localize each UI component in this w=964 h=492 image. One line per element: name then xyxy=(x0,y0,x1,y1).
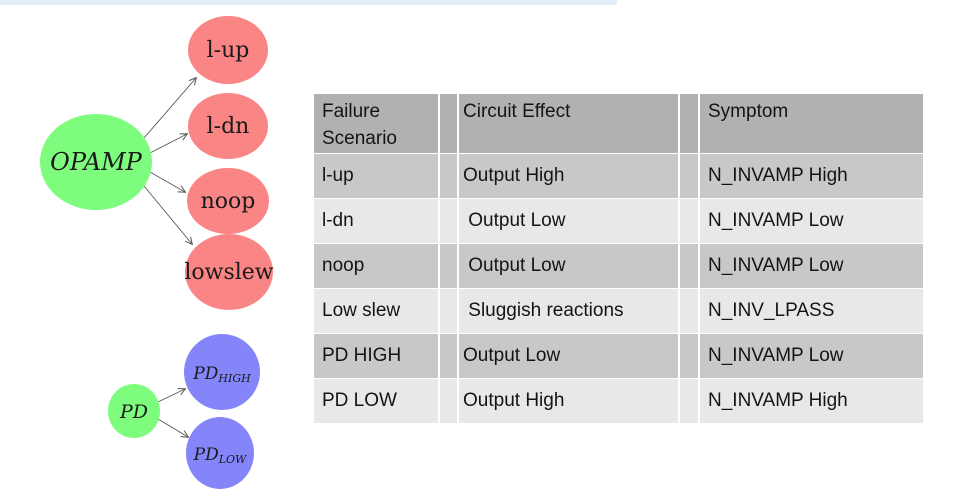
cell-effect: Output High xyxy=(459,154,678,198)
header-symptom: Symptom xyxy=(700,94,923,153)
cell-scenario: Low slew xyxy=(314,289,438,333)
cell-effect: Output Low xyxy=(459,334,678,378)
header-spacer-1 xyxy=(440,94,457,153)
node-ldn: l-dn xyxy=(188,93,268,159)
node-pdlow: PDLOW xyxy=(186,417,254,489)
cell-spacer xyxy=(440,379,457,423)
cell-spacer xyxy=(440,289,457,333)
cell-spacer xyxy=(680,199,698,243)
arrow-opamp-lup xyxy=(143,78,196,139)
node-pd-label: PD xyxy=(119,401,148,423)
node-ldn-label: l-dn xyxy=(207,114,250,139)
cell-spacer xyxy=(680,334,698,378)
failure-scenario-table: Failure Scenario Circuit Effect Symptom … xyxy=(314,94,923,423)
cell-scenario: l-up xyxy=(314,154,438,198)
arrow-opamp-lowslew xyxy=(143,185,192,244)
cell-spacer xyxy=(680,289,698,333)
cell-symptom: N_INVAMP High xyxy=(700,154,923,198)
arrow-opamp-ldn xyxy=(149,134,187,154)
cell-symptom: N_INVAMP Low xyxy=(700,199,923,243)
cell-scenario: PD LOW xyxy=(314,379,438,423)
node-noop: noop xyxy=(187,168,269,234)
cell-symptom: N_INVAMP Low xyxy=(700,334,923,378)
arrow-opamp-noop xyxy=(149,171,185,192)
cell-spacer xyxy=(680,379,698,423)
header-failure-scenario: Failure Scenario xyxy=(314,94,438,153)
node-pdhigh-label: PDHIGH xyxy=(192,364,251,385)
pd-tree-edges xyxy=(157,389,188,437)
node-pd: PD xyxy=(108,384,160,438)
cell-effect: Sluggish reactions xyxy=(459,289,678,333)
failure-tree-diagram: OPAMP l-up l-dn noop lowslew PD PDHIGH xyxy=(40,16,274,489)
node-opamp-label: OPAMP xyxy=(50,148,143,176)
cell-effect: Output Low xyxy=(459,199,678,243)
node-opamp: OPAMP xyxy=(40,114,152,210)
cell-spacer xyxy=(680,154,698,198)
cell-spacer xyxy=(440,244,457,288)
top-accent-bar xyxy=(0,0,617,5)
arrow-pd-pdhigh xyxy=(157,389,185,403)
header-circuit-effect: Circuit Effect xyxy=(459,94,678,153)
cell-scenario: PD HIGH xyxy=(314,334,438,378)
cell-symptom: N_INV_LPASS xyxy=(700,289,923,333)
cell-effect: Output Low xyxy=(459,244,678,288)
cell-spacer xyxy=(440,154,457,198)
node-pdlow-label: PDLOW xyxy=(193,445,248,466)
node-lup-label: l-up xyxy=(207,38,250,63)
cell-scenario: l-dn xyxy=(314,199,438,243)
node-pdhigh: PDHIGH xyxy=(184,334,260,410)
cell-spacer xyxy=(440,199,457,243)
cell-spacer xyxy=(440,334,457,378)
node-noop-label: noop xyxy=(201,189,256,214)
cell-symptom: N_INVAMP High xyxy=(700,379,923,423)
node-lowslew: lowslew xyxy=(184,234,274,310)
node-lowslew-label: lowslew xyxy=(184,260,273,285)
cell-spacer xyxy=(680,244,698,288)
node-lup: l-up xyxy=(188,16,268,84)
cell-effect: Output High xyxy=(459,379,678,423)
cell-symptom: N_INVAMP Low xyxy=(700,244,923,288)
arrow-pd-pdlow xyxy=(157,418,188,437)
cell-scenario: noop xyxy=(314,244,438,288)
opamp-tree-edges xyxy=(143,78,196,244)
header-spacer-2 xyxy=(680,94,698,153)
